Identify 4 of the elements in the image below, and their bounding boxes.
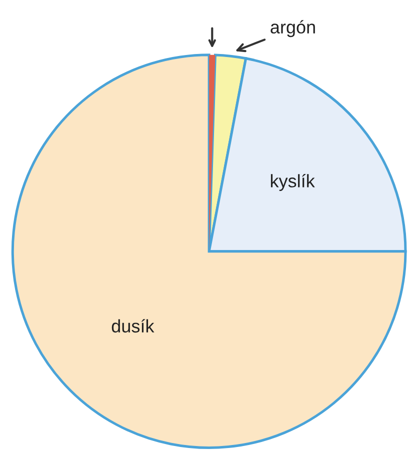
slice-label: kyslík: [270, 174, 315, 191]
pie-slice: [11, 54, 407, 449]
slice-label: argón: [270, 20, 315, 38]
slice-label: dusík: [112, 319, 154, 333]
